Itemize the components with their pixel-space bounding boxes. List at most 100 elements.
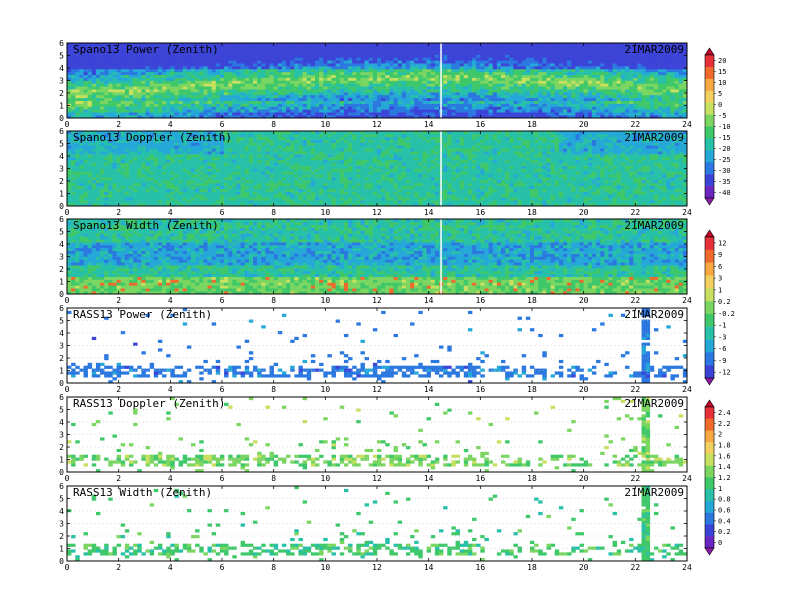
heatmap-cell [538,74,543,78]
heatmap-cell [162,63,167,67]
heatmap-cell [397,66,403,70]
heatmap-cell [124,180,130,184]
heatmap-cell [302,86,308,90]
heatmap-cell [405,48,411,52]
heatmap-cell [191,83,196,87]
heatmap-cell [472,57,477,61]
heatmap-cell [157,188,163,192]
heatmap-cell [145,191,150,195]
heatmap-cell [75,145,80,149]
heatmap-cell [116,109,122,113]
heatmap-cell [600,51,605,55]
heatmap-cell [75,133,80,138]
heatmap-cell [83,191,88,195]
heatmap-cell [612,100,618,104]
heatmap-cell [120,182,126,187]
heatmap-cell [273,94,279,99]
heatmap-cell [405,97,411,101]
heatmap-cell [496,112,502,116]
heatmap-cell [335,112,341,116]
heatmap-cell [199,115,204,118]
heatmap-cell [178,148,184,152]
heatmap-cell [104,63,109,67]
heatmap-cell [385,57,390,61]
heatmap-cell [162,60,167,64]
heatmap-cell [273,106,279,110]
heatmap-cell [104,185,109,189]
heatmap-cell [467,51,473,55]
heatmap-cell [273,115,279,118]
heatmap-cell [546,57,551,61]
heatmap-cell [166,86,171,90]
heatmap-cell [410,115,415,118]
heatmap-cell [95,112,101,116]
heatmap-cell [281,115,287,118]
heatmap-cell [87,142,93,146]
heatmap-cell [228,92,233,96]
heatmap-cell [162,77,167,81]
heatmap-cell [352,100,357,104]
heatmap-cell [153,106,159,110]
heatmap-cell [261,100,266,104]
heatmap-cell [554,48,560,52]
heatmap-cell [170,86,175,90]
heatmap-cell [513,45,518,50]
heatmap-cell [513,83,518,87]
heatmap-cell [133,200,138,204]
heatmap-cell [600,66,605,70]
heatmap-cell [596,77,601,81]
heatmap-cell [554,89,560,93]
heatmap-cell [166,63,171,67]
heatmap-cell [319,57,324,61]
heatmap-cell [75,83,80,87]
heatmap-cell [228,174,233,178]
heatmap-cell [620,80,626,84]
heatmap-cell [281,68,287,73]
heatmap-cell [451,97,456,101]
heatmap-cell [133,171,138,175]
heatmap-cell [207,168,212,172]
heatmap-cell [629,51,634,55]
heatmap-cell [608,60,613,64]
heatmap-cell [331,92,336,96]
heatmap-cell [286,45,291,50]
heatmap-cell [339,89,345,93]
heatmap-cell [178,191,184,195]
heatmap-cell [116,174,122,178]
heatmap-cell [240,71,246,76]
heatmap-cell [529,60,535,64]
heatmap-cell [199,188,204,192]
heatmap-cell [575,109,580,113]
heatmap-cell [335,100,341,104]
heatmap-cell [211,171,217,175]
heatmap-cell [343,43,349,47]
heatmap-cell [79,156,84,161]
heatmap-cell [480,86,485,90]
heatmap-cell [83,63,88,67]
heatmap-cell [108,112,113,116]
heatmap-cell [670,54,675,58]
heatmap-cell [141,115,146,118]
heatmap-cell [199,191,204,195]
heatmap-cell [199,57,204,61]
heatmap-cell [195,139,200,143]
heatmap-cell [302,80,308,84]
heatmap-cell [476,115,481,118]
heatmap-cell [418,112,423,116]
heatmap-cell [637,115,642,118]
heatmap-cell [203,162,208,166]
heatmap-cell [141,154,146,158]
heatmap-cell [87,97,93,101]
heatmap-cell [476,94,481,99]
heatmap-cell [224,162,229,166]
heatmap-cell [368,89,374,93]
heatmap-cell [418,60,423,64]
heatmap-cell [182,97,188,101]
heatmap-cell [393,109,398,113]
heatmap-cell [405,43,411,47]
heatmap-cell [356,86,361,90]
heatmap-cell [625,80,630,84]
heatmap-cell [286,80,291,84]
heatmap-cell [95,60,101,64]
heatmap-cell [348,89,353,93]
